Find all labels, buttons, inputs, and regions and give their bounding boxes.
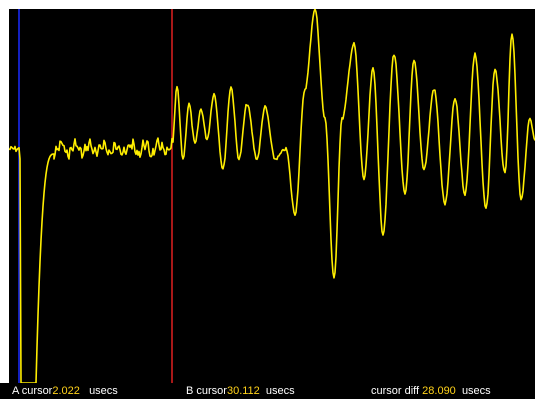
cursor-b-label: B cursor bbox=[186, 385, 227, 397]
cursor-a-label: A cursor bbox=[12, 385, 53, 397]
cursor-b-value: 30.112 bbox=[226, 385, 260, 397]
cursor-status-bar: A cursor2.022 usecs B cursor30.112 usecs… bbox=[0, 383, 535, 399]
cursor-diff-label: cursor diff bbox=[371, 385, 420, 397]
cursor-diff-readout: cursor diff 28.090 usecs bbox=[371, 383, 491, 399]
cursor-diff-unit: usecs bbox=[461, 385, 491, 397]
waveform-svg bbox=[9, 9, 535, 383]
cursor-a-readout: A cursor2.022 usecs bbox=[12, 383, 118, 399]
cursor-b-readout: B cursor30.112 usecs bbox=[186, 383, 295, 399]
signal-trace bbox=[9, 9, 535, 383]
cursor-a-value: 2.022 bbox=[52, 385, 80, 397]
cursor-b-unit: usecs bbox=[265, 385, 295, 397]
cursor-a-unit: usecs bbox=[89, 385, 118, 397]
cursor-diff-value: 28.090 bbox=[422, 385, 456, 397]
waveform-plot[interactable] bbox=[9, 9, 535, 383]
